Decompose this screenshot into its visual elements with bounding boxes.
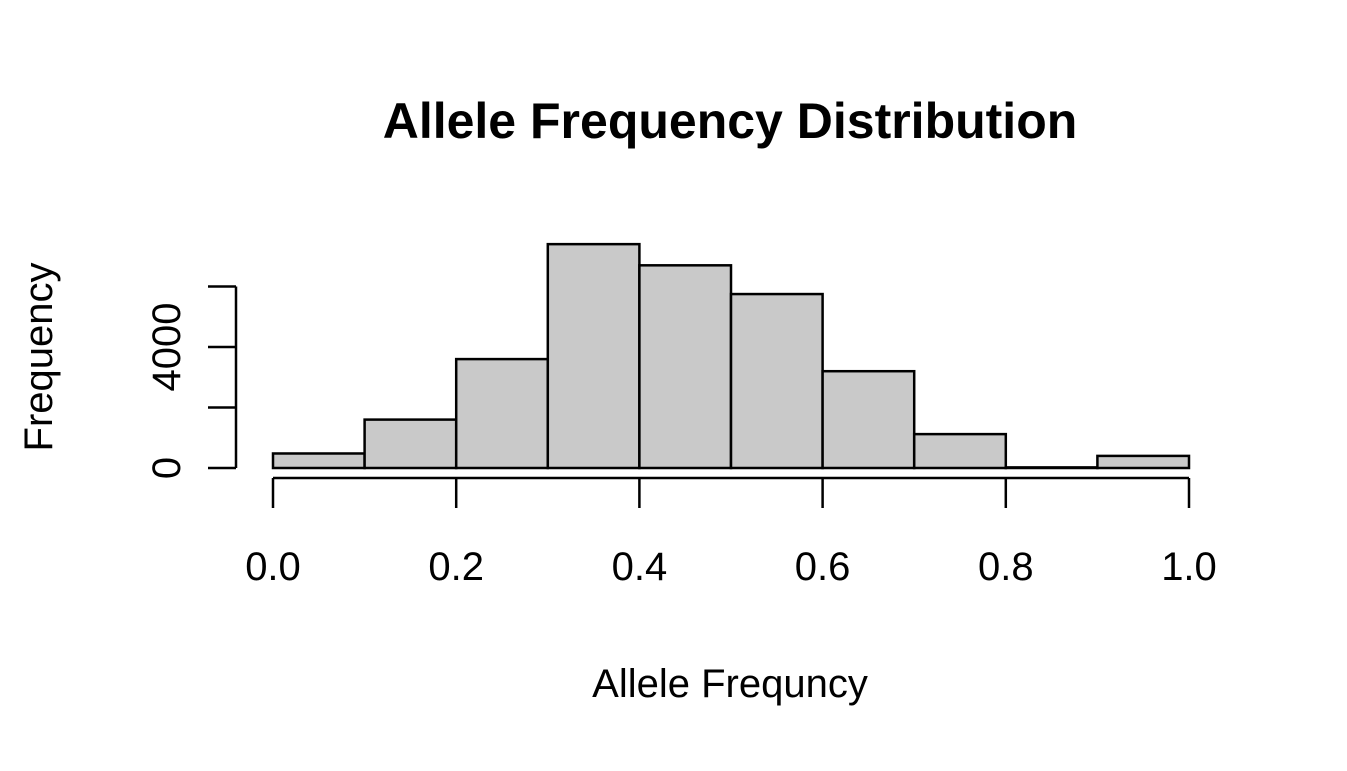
histogram-bar-3 [546, 242, 641, 470]
y-axis: 0 4000 [145, 285, 238, 479]
histogram-bar-4 [638, 264, 733, 470]
histogram-bar-2 [454, 357, 550, 470]
histogram-bar-7 [912, 432, 1008, 470]
y-tick-label-2: 4000 [145, 303, 189, 392]
x-tick-label-0: 0.0 [245, 545, 301, 589]
histogram-bar-5 [729, 292, 824, 470]
x-tick-label-3: 0.6 [795, 545, 851, 589]
y-axis-label: Frequency [17, 263, 61, 452]
histogram-bar-0 [271, 452, 366, 470]
x-axis: 0.0 0.2 0.4 0.6 0.8 1.0 [245, 476, 1217, 589]
x-tick-label-5: 1.0 [1161, 545, 1217, 589]
chart-title: Allele Frequency Distribution [383, 93, 1078, 149]
x-tick-label-4: 0.8 [978, 545, 1034, 589]
histogram-bar-6 [821, 369, 916, 470]
x-tick-label-1: 0.2 [428, 545, 484, 589]
histogram-bar-9 [1096, 454, 1191, 470]
x-tick-label-2: 0.4 [612, 545, 668, 589]
x-axis-label: Allele Frequncy [592, 662, 868, 706]
bars-group [271, 242, 1191, 470]
y-tick-label-0: 0 [145, 457, 189, 479]
histogram-bar-1 [363, 418, 458, 470]
histogram-bar-8 [1004, 466, 1099, 470]
